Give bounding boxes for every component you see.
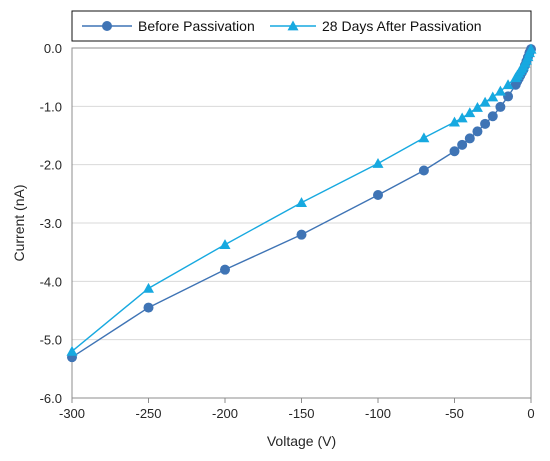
- data-point-triangle: [525, 43, 537, 54]
- x-tick-label: -100: [365, 406, 391, 421]
- legend-label: Before Passivation: [138, 18, 255, 34]
- data-point-circle: [143, 302, 154, 313]
- x-tick-label: -300: [59, 406, 85, 421]
- data-point-triangle: [143, 282, 154, 293]
- data-point-circle: [472, 126, 483, 137]
- data-point-triangle: [479, 96, 491, 107]
- data-point-circle: [457, 139, 468, 150]
- data-point-triangle: [502, 79, 514, 90]
- y-tick-label: -3.0: [40, 216, 62, 231]
- x-tick-label: 0: [527, 406, 534, 421]
- legend-label: 28 Days After Passivation: [322, 18, 482, 34]
- series-layer: [66, 43, 537, 363]
- legend: Before Passivation 28 Days After Passivat…: [71, 10, 532, 42]
- data-point-circle: [487, 111, 498, 122]
- data-point-triangle: [471, 102, 483, 112]
- data-point-circle: [220, 264, 230, 275]
- data-point-circle: [503, 91, 514, 102]
- grid: [72, 47, 531, 399]
- data-point-triangle: [494, 85, 506, 96]
- legend-marker-circle: [102, 21, 112, 31]
- data-point-triangle: [456, 112, 468, 123]
- y-tick-label: -2.0: [40, 158, 62, 173]
- data-point-circle: [296, 229, 307, 240]
- y-tick-label: -5.0: [40, 333, 62, 348]
- data-point-circle: [449, 146, 460, 157]
- y-tick-label: -6.0: [40, 391, 62, 406]
- data-point-circle: [418, 165, 429, 176]
- data-point-triangle: [66, 345, 78, 356]
- data-point-triangle: [449, 116, 460, 127]
- data-point-circle: [495, 101, 506, 112]
- data-point-circle: [373, 190, 383, 200]
- y-tick-label: 0.0: [44, 41, 62, 56]
- data-point-triangle: [372, 158, 384, 168]
- x-tick-label: -250: [135, 406, 161, 421]
- legend-item-1: Before Passivation: [82, 18, 255, 34]
- series-2: [66, 43, 537, 356]
- data-point-triangle: [418, 132, 430, 143]
- legend-marker-triangle: [287, 20, 299, 31]
- data-point-triangle: [464, 107, 476, 118]
- x-tick-label: -50: [445, 406, 464, 421]
- y-tick-label: -4.0: [40, 274, 62, 289]
- data-point-triangle: [219, 239, 231, 249]
- data-point-circle: [464, 133, 475, 144]
- axes: 0.0 -1.0 -2.0 -3.0 -4.0 -5.0 -6.0-300 -250 -200 -…: [40, 41, 535, 421]
- data-point-circle: [480, 118, 491, 129]
- x-axis-title: Voltage (V): [267, 433, 336, 449]
- data-point-triangle: [487, 91, 499, 102]
- y-axis-title: Current (nA): [11, 184, 27, 261]
- y-tick-label: -1.0: [40, 99, 62, 114]
- data-point-triangle: [296, 197, 307, 207]
- legend-item-2: 28 Days After Passivation: [270, 18, 482, 34]
- x-tick-label: -150: [288, 406, 314, 421]
- x-tick-label: -200: [212, 406, 238, 421]
